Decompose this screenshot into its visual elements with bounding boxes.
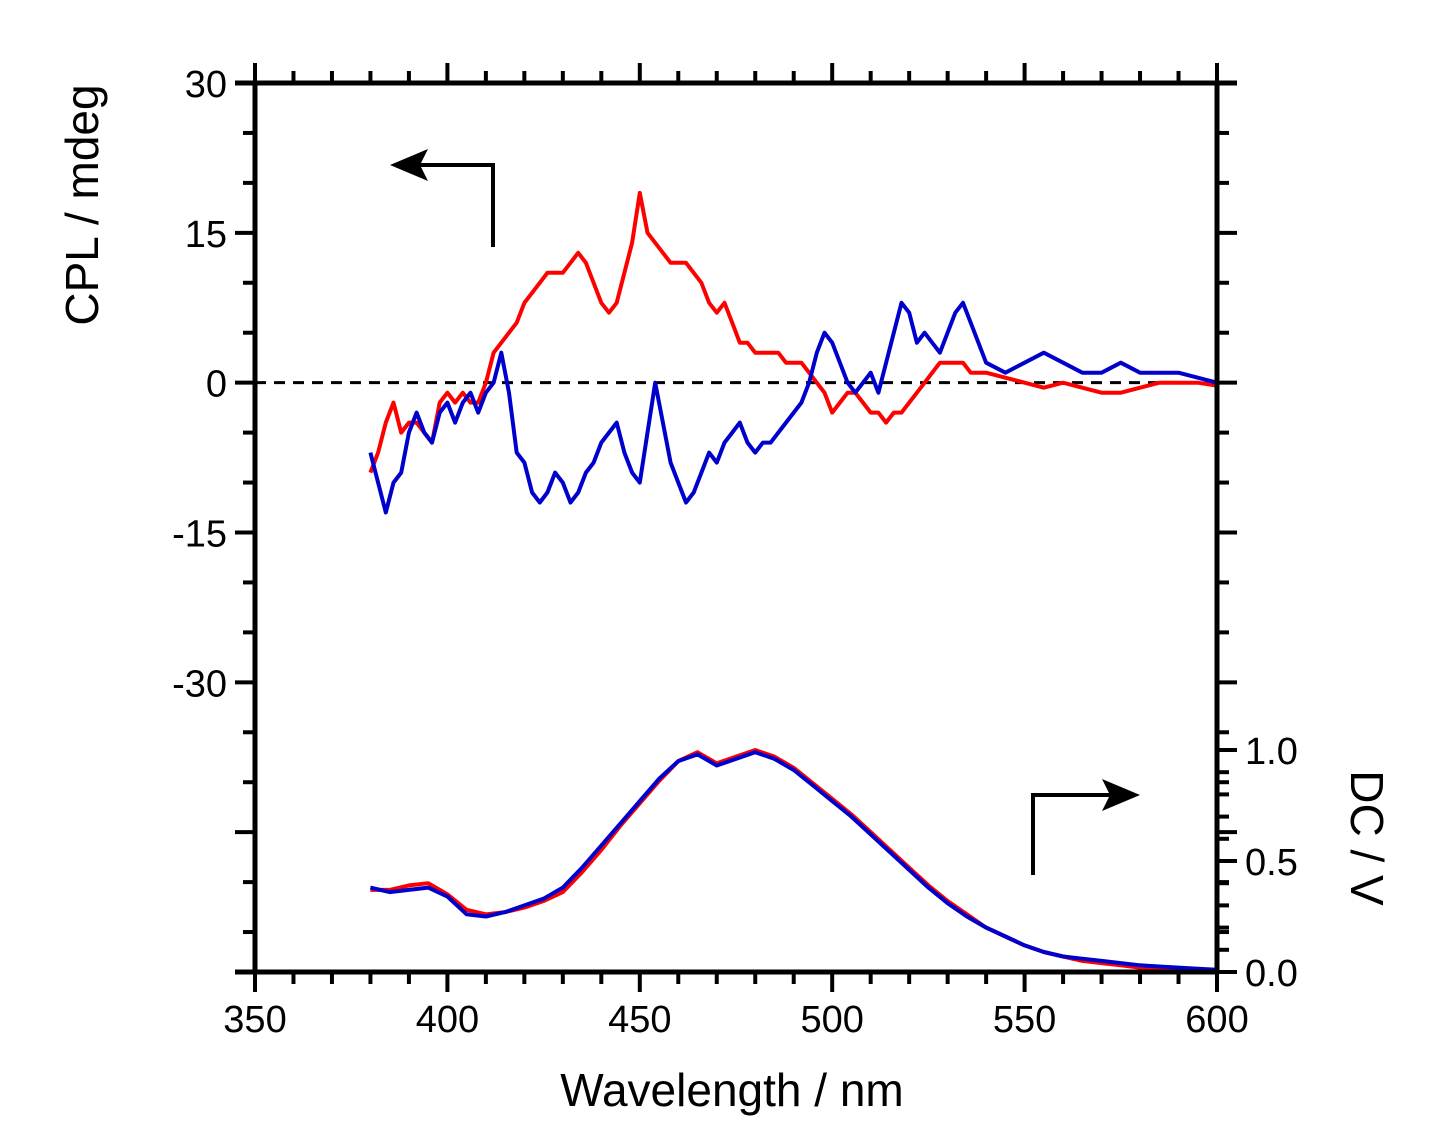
arrow-right-axis-line: [1031, 793, 1110, 875]
curves-layer: [255, 190, 1218, 974]
series-line-cpl-red: [368, 190, 1218, 474]
x-tick-label-600: 600: [1185, 999, 1248, 1041]
x-tick-label-400: 400: [416, 999, 479, 1041]
left-tick-label-2: 0: [206, 364, 227, 406]
series-line-dc-blue: [369, 750, 1218, 972]
labels-layer: 350 400 450 500 550 600 30 15 0 -15 -30 0.0 0.5 1.0: [172, 64, 1298, 1041]
right-tick-label-1: 0.5: [1245, 842, 1298, 884]
ticks-layer: [235, 63, 1237, 992]
series-line-dc-red: [370, 748, 1218, 974]
arrow-left-axis-head: [390, 149, 428, 181]
x-tick-label-350: 350: [223, 999, 286, 1041]
left-tick-label-4: -30: [172, 663, 227, 705]
x-tick-label-550: 550: [993, 999, 1056, 1041]
x-tick-label-500: 500: [800, 999, 863, 1041]
right-axis-title: DC / V: [1341, 770, 1393, 906]
frame-layer: [235, 80, 1237, 975]
x-axis-title: Wavelength / nm: [560, 1064, 903, 1116]
arrow-right-axis: [1031, 779, 1140, 875]
right-tick-label-0: 0.0: [1245, 953, 1298, 995]
x-tick-label-450: 450: [608, 999, 671, 1041]
right-tick-label-2: 1.0: [1245, 731, 1298, 773]
left-tick-label-1: 15: [185, 214, 227, 256]
left-axis-title: CPL / mdeg: [56, 84, 108, 325]
arrow-right-axis-head: [1102, 779, 1140, 811]
arrow-left-axis-line: [420, 163, 495, 247]
left-tick-label-3: -15: [172, 513, 227, 555]
left-tick-label-0: 30: [185, 64, 227, 106]
arrow-left-axis: [390, 149, 495, 247]
series-line-cpl-blue: [368, 300, 1218, 515]
